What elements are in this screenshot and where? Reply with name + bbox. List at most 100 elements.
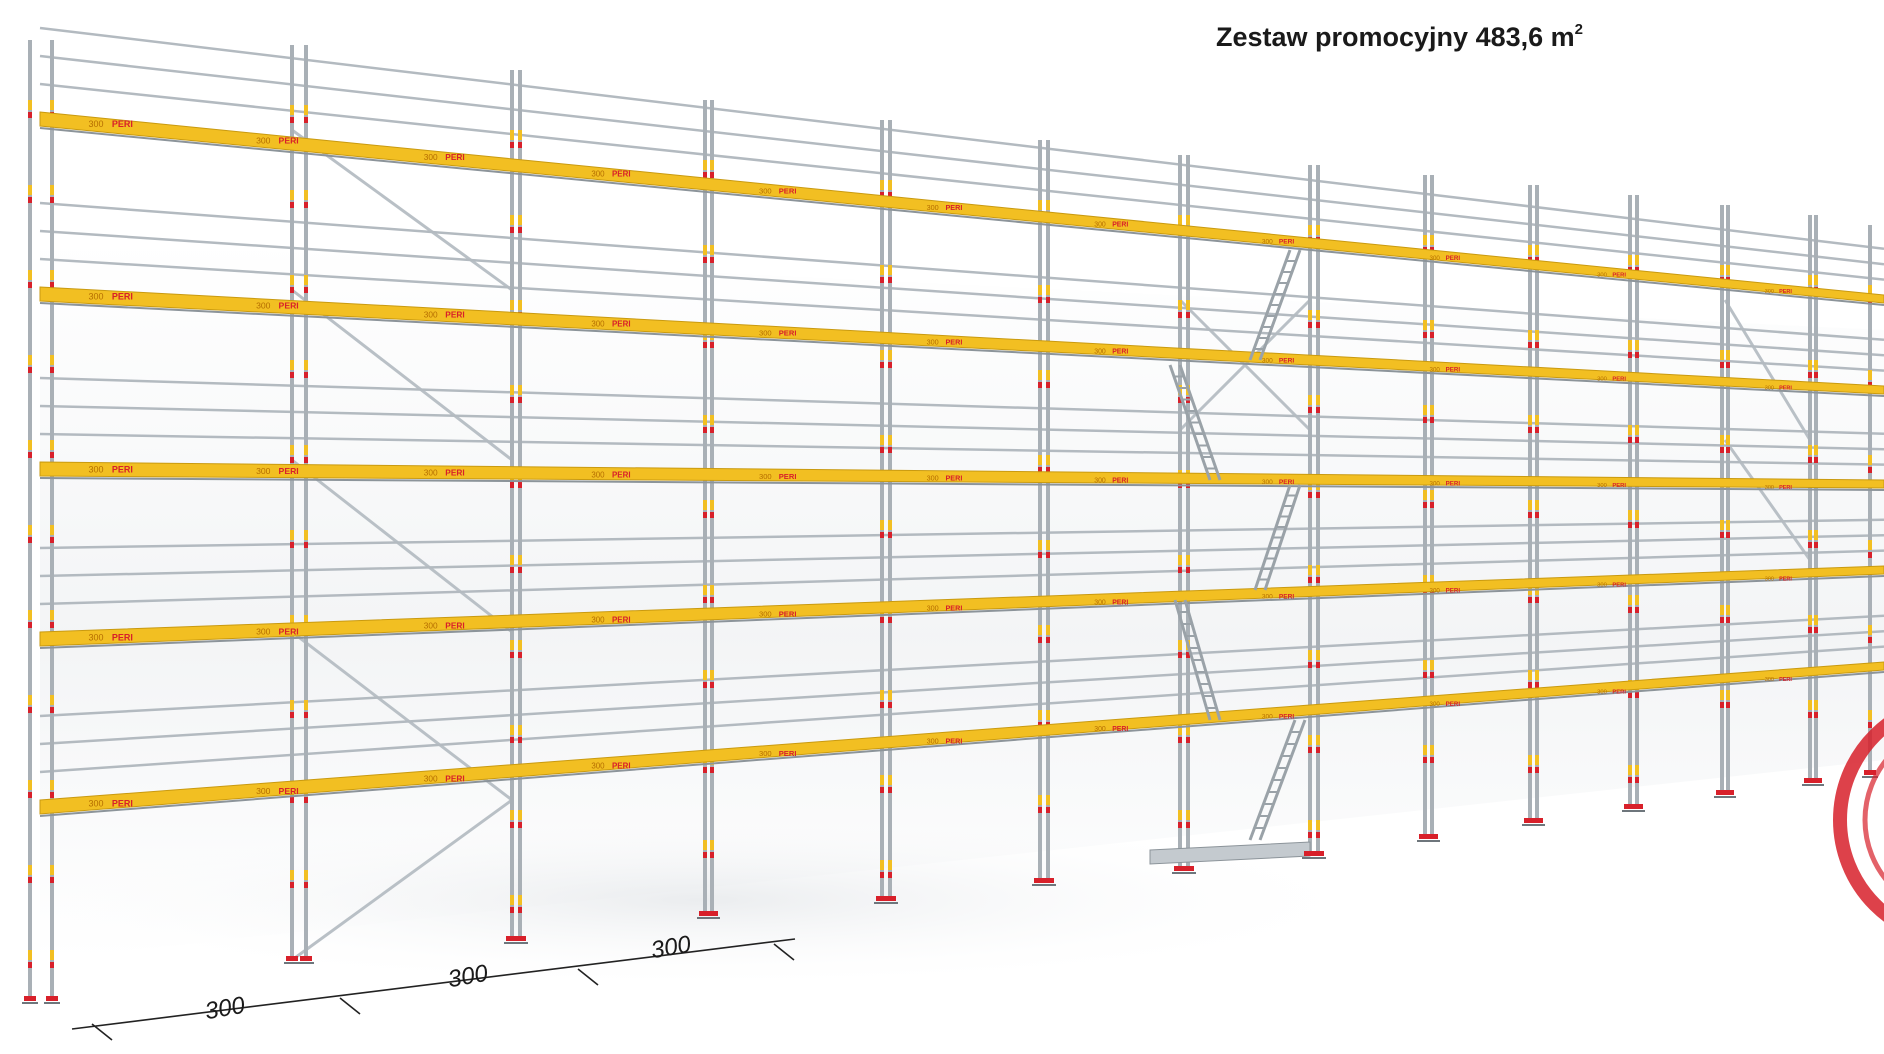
post-clip — [1528, 415, 1532, 425]
post-clip — [1628, 765, 1632, 775]
deck-label: 300 PERI — [256, 626, 299, 636]
base-plate — [514, 936, 526, 941]
post-clip — [304, 870, 308, 880]
post-clip — [1178, 555, 1182, 565]
brand-label: PERI — [612, 170, 631, 179]
deck-size-label: 300 — [759, 329, 772, 338]
brand-label: PERI — [1446, 255, 1461, 262]
deck-size-label: 300 — [1262, 358, 1273, 365]
post-clip — [510, 725, 514, 735]
post-clip — [50, 950, 54, 960]
deck-size-label: 300 — [1597, 582, 1608, 588]
base-plate — [506, 936, 518, 941]
post-clip — [880, 532, 884, 538]
post-clip — [1635, 437, 1639, 443]
post-clip — [1423, 320, 1427, 330]
post-clip — [50, 695, 54, 705]
deck-label: 300 PERI — [1765, 576, 1793, 582]
deck-label: 300 PERI — [1094, 726, 1128, 733]
post-clip — [1038, 795, 1042, 805]
post-clip — [1186, 652, 1190, 658]
post-clip — [518, 555, 522, 565]
guard-rail — [39, 432, 1884, 466]
brand-label: PERI — [445, 310, 464, 320]
post-clip — [1186, 725, 1190, 735]
post-clip — [1528, 342, 1532, 348]
deck-size-label: 300 — [256, 626, 271, 636]
brand-label: PERI — [112, 119, 133, 129]
post-clip — [1178, 725, 1182, 735]
base-plate — [1624, 804, 1636, 809]
post-clip — [1178, 737, 1182, 743]
post-clip — [290, 530, 294, 540]
guard-rail — [39, 201, 1884, 342]
post-clip — [1814, 530, 1818, 540]
deck-label: 300 PERI — [1765, 485, 1793, 491]
deck-label: 300 PERI — [1765, 386, 1793, 392]
deck-label: 300 PERI — [424, 468, 465, 478]
post-clip — [50, 622, 54, 628]
post-clip — [1635, 340, 1639, 350]
post-clip — [880, 192, 884, 198]
post-clip — [1316, 565, 1320, 575]
deck-label: 300 PERI — [1430, 481, 1461, 488]
post-clip — [710, 597, 714, 603]
post-clip — [888, 702, 892, 708]
title-text: Zestaw promocyjny 483,6 m — [1216, 22, 1575, 52]
brand-label: PERI — [779, 472, 797, 481]
post-clip — [510, 130, 514, 140]
base-plate — [1531, 818, 1543, 823]
post-clip — [1528, 755, 1532, 765]
post-clip — [50, 537, 54, 543]
deck-size-label: 300 — [1262, 593, 1273, 600]
post-clip — [518, 822, 522, 828]
brand-label: PERI — [445, 152, 464, 162]
deck-size-label: 300 — [1430, 481, 1441, 488]
post-clip — [1308, 395, 1312, 405]
post-clip — [510, 907, 514, 913]
post-clip — [28, 270, 32, 280]
brand-label: PERI — [1612, 273, 1626, 279]
post-clip — [304, 530, 308, 540]
post-clip — [1528, 245, 1532, 255]
base-plate — [1426, 834, 1438, 839]
post-clip — [710, 257, 714, 263]
deck-size-label: 300 — [424, 468, 438, 478]
post-clip — [1308, 310, 1312, 320]
deck-size-label: 300 — [256, 301, 271, 311]
post-clip — [290, 202, 294, 208]
post-clip — [1316, 832, 1320, 838]
deck-label: 300 PERI — [759, 186, 796, 195]
post-clip — [1528, 682, 1532, 688]
deck-label: 300 PERI — [591, 170, 630, 179]
post-clip — [880, 617, 884, 623]
post-clip — [703, 597, 707, 603]
scaffold-deck — [39, 461, 1884, 489]
base-plate — [24, 996, 36, 1001]
post-clip — [50, 525, 54, 535]
post-clip — [28, 367, 32, 373]
post-clip — [1178, 215, 1182, 225]
brand-label: PERI — [1612, 483, 1626, 489]
deck-label: 300 PERI — [759, 749, 796, 758]
post-clip — [1535, 597, 1539, 603]
brand-label: PERI — [445, 468, 464, 478]
deck-size-label: 300 — [591, 170, 605, 179]
post-clip — [1808, 615, 1812, 625]
post-clip — [518, 142, 522, 148]
post-clip — [1808, 530, 1812, 540]
deck-label: 300 PERI — [424, 152, 465, 162]
post-clip — [710, 852, 714, 858]
post-clip — [1628, 595, 1632, 605]
post-clip — [1528, 767, 1532, 773]
brand-label: PERI — [112, 464, 133, 474]
post-clip — [888, 532, 892, 538]
post-clip — [518, 227, 522, 233]
post-clip — [290, 797, 294, 803]
deck-size-label: 300 — [1765, 677, 1774, 683]
post-clip — [510, 227, 514, 233]
post-clip — [518, 300, 522, 310]
brand-label: PERI — [1446, 587, 1461, 594]
post-clip — [1178, 810, 1182, 820]
post-clip — [1720, 605, 1724, 615]
